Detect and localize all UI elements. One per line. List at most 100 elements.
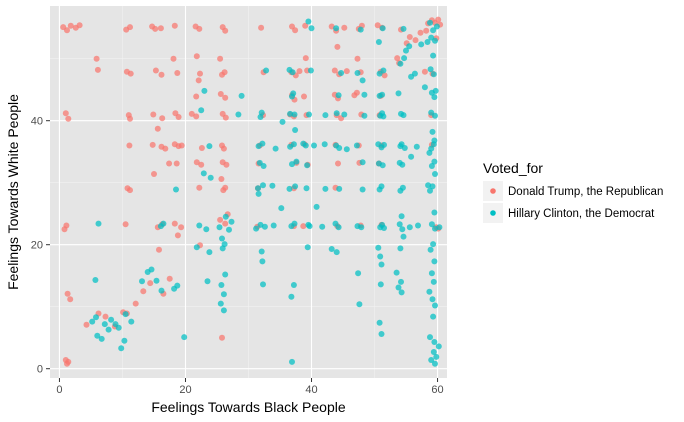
data-point xyxy=(375,39,382,45)
data-point xyxy=(206,143,213,150)
data-point xyxy=(198,161,205,168)
data-point xyxy=(98,335,105,342)
data-point xyxy=(334,43,341,50)
data-point xyxy=(238,92,245,99)
data-point xyxy=(305,18,312,25)
data-point xyxy=(290,90,297,97)
data-point xyxy=(102,313,109,320)
data-point xyxy=(154,125,161,132)
legend-label-trump: Donald Trump, the Republican xyxy=(508,186,663,198)
data-point xyxy=(253,225,260,232)
data-point xyxy=(222,213,229,220)
data-point xyxy=(381,225,387,231)
points-layer xyxy=(60,16,444,367)
data-point xyxy=(203,226,210,233)
data-point xyxy=(121,337,128,344)
data-point xyxy=(260,182,266,189)
data-point xyxy=(432,171,438,177)
data-point xyxy=(424,39,431,45)
data-point xyxy=(222,271,229,278)
data-point xyxy=(259,140,266,147)
data-point xyxy=(427,66,434,73)
y-tick-label: 40 xyxy=(31,116,43,128)
data-point xyxy=(289,161,295,168)
data-point xyxy=(140,288,147,295)
data-point xyxy=(76,22,83,29)
data-point xyxy=(217,91,224,97)
data-point xyxy=(361,91,368,98)
data-point xyxy=(198,107,205,114)
data-point xyxy=(228,218,235,225)
data-point xyxy=(174,232,181,239)
data-point xyxy=(406,224,413,231)
data-point xyxy=(430,278,437,285)
data-point xyxy=(435,343,442,350)
data-point xyxy=(175,114,182,120)
data-point xyxy=(171,220,178,227)
data-point xyxy=(220,291,227,298)
data-point xyxy=(432,112,438,119)
data-point xyxy=(200,170,207,177)
data-point xyxy=(396,221,403,228)
data-point xyxy=(61,226,68,233)
data-point xyxy=(343,68,350,75)
data-point xyxy=(308,25,315,32)
data-point xyxy=(259,258,266,265)
data-point xyxy=(331,67,338,74)
data-point xyxy=(397,245,404,252)
data-point xyxy=(152,67,159,74)
data-point xyxy=(290,141,297,148)
data-point xyxy=(381,141,387,148)
data-point xyxy=(127,187,133,194)
data-point xyxy=(219,71,225,78)
data-point xyxy=(423,27,430,34)
data-point xyxy=(198,145,205,151)
data-point xyxy=(321,141,328,148)
data-point xyxy=(322,112,329,119)
data-point xyxy=(218,282,225,288)
data-point xyxy=(193,113,200,120)
data-point xyxy=(307,67,314,74)
data-point xyxy=(399,161,406,168)
data-point xyxy=(258,109,265,116)
data-point xyxy=(435,16,442,23)
data-point xyxy=(222,27,229,34)
data-point xyxy=(431,94,438,101)
data-point xyxy=(258,248,265,255)
data-point xyxy=(431,158,438,165)
data-point xyxy=(127,24,133,31)
data-point xyxy=(361,112,368,119)
data-point xyxy=(400,25,407,32)
data-point xyxy=(162,145,169,152)
data-point xyxy=(322,185,329,192)
data-point xyxy=(333,25,340,32)
data-point xyxy=(421,84,428,91)
data-point xyxy=(341,111,348,118)
legend-label-clinton: Hillary Clinton, the Democrat xyxy=(508,208,655,220)
data-point xyxy=(93,55,100,62)
data-point xyxy=(64,290,71,297)
data-point xyxy=(193,244,200,251)
data-point xyxy=(127,115,133,122)
data-point xyxy=(406,43,413,50)
data-point xyxy=(221,241,228,248)
data-point xyxy=(105,326,112,333)
x-axis-title: Feelings Towards Black People xyxy=(151,399,346,415)
data-point xyxy=(291,111,298,118)
data-point xyxy=(159,115,166,122)
data-point xyxy=(193,159,200,166)
data-point xyxy=(432,360,438,367)
data-point xyxy=(335,92,342,99)
data-point xyxy=(395,90,402,97)
x-tick-label: 20 xyxy=(179,384,191,396)
data-point xyxy=(303,185,310,192)
data-point xyxy=(207,174,214,181)
data-point xyxy=(64,27,70,34)
data-point xyxy=(115,324,122,331)
data-point xyxy=(166,275,173,282)
data-point xyxy=(122,311,129,318)
data-point xyxy=(401,145,408,151)
data-point xyxy=(95,220,102,227)
data-point xyxy=(379,25,386,32)
